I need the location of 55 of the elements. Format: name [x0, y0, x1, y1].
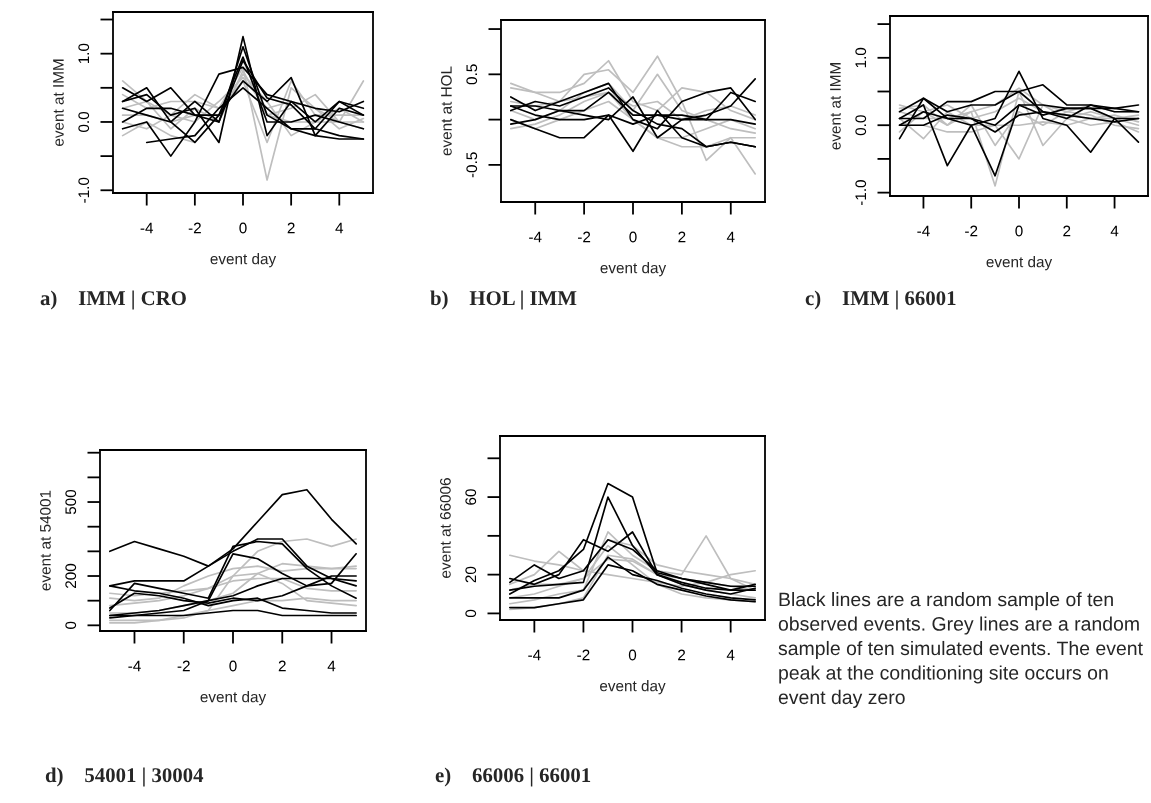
text: Black lines are a random sample of ten observed events. Grey lines are a random sample of ten simulated events. The event peak at the conditioning site occurs on event day zero	[778, 592, 1143, 708]
y-tick-label: 1.0	[78, 43, 90, 64]
x-tick-label: 0	[1015, 225, 1023, 237]
y-axis-title: event at HOL	[440, 66, 452, 156]
y-tick-label: 0	[65, 621, 77, 629]
x-tick-label: -2	[578, 231, 591, 243]
x-tick-label: 4	[726, 231, 735, 243]
y-tick-label: 1.0	[855, 47, 867, 68]
x-axis-title: event day	[600, 680, 666, 695]
x-tick-label: 2	[1063, 225, 1071, 237]
y-axis-title: event at IMM	[53, 59, 64, 146]
x-tick-label: 4	[726, 649, 735, 661]
y-tick-label: 0	[465, 609, 477, 618]
y-tick-label: 500	[65, 489, 77, 515]
y-tick-label: -1.0	[855, 180, 867, 206]
x-tick-label: 2	[678, 649, 686, 661]
x-tick-label: -4	[528, 649, 541, 661]
x-axis-title: event day	[200, 691, 267, 706]
x-tick-label: 0	[629, 231, 637, 243]
x-tick-label: 2	[287, 222, 295, 234]
x-tick-label: -2	[577, 649, 590, 661]
x-tick-label: 4	[335, 222, 344, 234]
x-tick-label: -4	[128, 660, 141, 672]
x-axis-title: event day	[986, 256, 1053, 271]
y-tick-label: 0.0	[855, 115, 867, 136]
text: e) 66006 | 66001	[435, 767, 591, 787]
x-tick-label: -2	[965, 225, 978, 237]
text: d) 54001 | 30004	[45, 767, 204, 787]
x-tick-label: -2	[188, 222, 201, 234]
text: b) HOL | IMM	[430, 290, 577, 310]
y-tick-label: 0.0	[78, 111, 90, 132]
y-tick-label: 60	[465, 489, 477, 505]
y-tick-label: 200	[65, 563, 77, 588]
x-tick-label: -4	[140, 222, 154, 234]
y-tick-label: 20	[465, 566, 477, 583]
x-tick-label: -4	[917, 225, 930, 237]
y-tick-label: -1.0	[78, 177, 90, 203]
x-axis-title: event day	[210, 253, 277, 268]
x-tick-label: 0	[239, 222, 247, 234]
y-tick-label: -0.5	[466, 152, 478, 178]
y-axis-title: event at IMM	[830, 63, 841, 150]
y-axis-title: event at 54001	[39, 490, 51, 591]
x-tick-label: 0	[628, 649, 637, 661]
x-axis-title: event day	[600, 262, 667, 277]
y-tick-label: 0.5	[466, 64, 478, 85]
y-axis-title: event at 66006	[439, 478, 451, 578]
x-tick-label: 4	[1110, 225, 1119, 237]
x-tick-label: 2	[678, 231, 686, 243]
x-tick-label: -4	[529, 231, 542, 243]
text: c) IMM | 66001	[805, 290, 956, 310]
x-tick-label: 4	[327, 660, 336, 672]
x-tick-label: -2	[177, 660, 190, 672]
text: a) IMM | CRO	[40, 290, 186, 310]
x-tick-label: 2	[278, 660, 286, 672]
x-tick-label: 0	[229, 660, 237, 672]
